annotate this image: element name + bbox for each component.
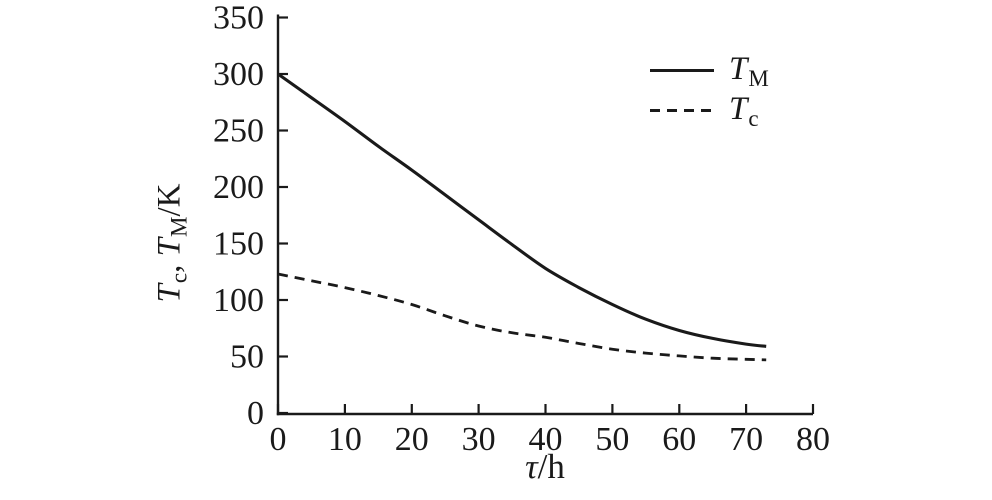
legend-label-tm-sub: M	[748, 65, 769, 91]
x-axis-title: τ/h	[445, 448, 645, 486]
legend-label-tc-sub: c	[748, 105, 759, 131]
y-title-tc-sub: c	[166, 272, 192, 284]
y-title-tm-base: T	[151, 238, 188, 257]
tc-dashed-line-sample	[650, 108, 714, 112]
y-tick-label: 350	[213, 0, 264, 37]
y-title-comma: ,	[151, 256, 188, 273]
x-axis-title-unit: /h	[537, 447, 565, 486]
legend-item-tc: Tc	[650, 89, 769, 132]
y-tick-label: 0	[247, 395, 264, 432]
legend-label-tc-base: T	[729, 90, 748, 127]
x-tick-label: 50	[595, 421, 629, 458]
x-tick-label: 10	[328, 421, 362, 458]
legend-label-tm: TM	[729, 49, 769, 92]
legend-label-tm-base: T	[729, 50, 748, 87]
legend-item-tm: TM	[650, 49, 769, 92]
legend: TM Tc	[650, 49, 769, 132]
x-axis-title-symbol: τ	[525, 447, 538, 486]
y-tick-label: 250	[213, 113, 264, 150]
x-tick-label: 0	[270, 421, 287, 458]
y-title-tc-base: T	[151, 284, 188, 303]
y-title-tm-sub: M	[166, 216, 192, 238]
y-tick-label: 300	[213, 56, 264, 93]
y-tick-label: 150	[213, 226, 264, 263]
tc-curve	[277, 272, 767, 362]
y-tick-label: 100	[213, 282, 264, 319]
tm-curve	[277, 72, 767, 348]
x-tick-label: 40	[529, 421, 563, 458]
x-tick-label: 60	[662, 421, 696, 458]
y-title-unit: /K	[151, 183, 188, 217]
tm-solid-line-sample	[650, 68, 714, 72]
y-axis-title: Tc, TM/K	[151, 183, 192, 303]
y-tick-label: 50	[230, 339, 264, 376]
y-tick-label: 200	[213, 169, 264, 206]
x-tick-label: 20	[395, 421, 429, 458]
x-tick-label: 30	[462, 421, 496, 458]
x-tick-label: 70	[729, 421, 763, 458]
legend-label-tc: Tc	[729, 89, 759, 132]
x-tick-label: 80	[796, 421, 830, 458]
